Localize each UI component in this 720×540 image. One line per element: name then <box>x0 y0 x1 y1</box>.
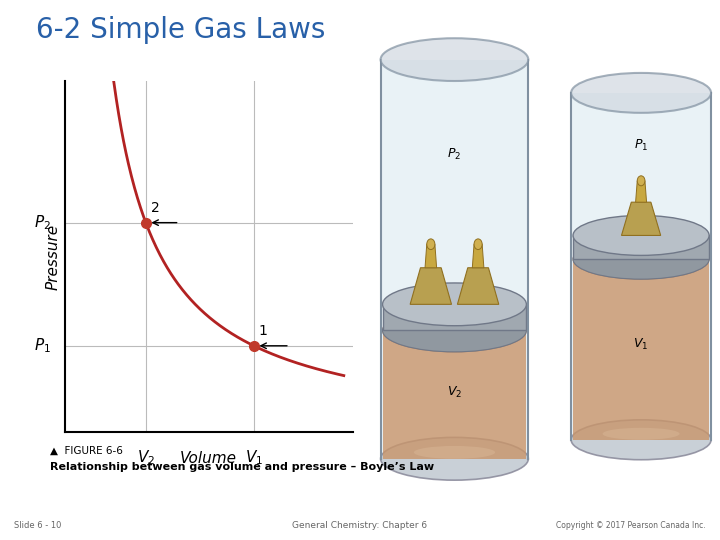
Polygon shape <box>621 202 661 235</box>
Polygon shape <box>382 305 526 330</box>
Text: $P_1$: $P_1$ <box>34 336 50 355</box>
Text: $P_2$: $P_2$ <box>34 213 50 232</box>
Ellipse shape <box>637 176 645 186</box>
Text: $P_1$: $P_1$ <box>634 138 648 153</box>
Ellipse shape <box>573 239 709 279</box>
Y-axis label: Pressure: Pressure <box>45 224 60 289</box>
Polygon shape <box>573 235 709 259</box>
Polygon shape <box>571 93 711 440</box>
Polygon shape <box>382 330 526 459</box>
Polygon shape <box>410 268 451 305</box>
Text: Slide 6 - 10: Slide 6 - 10 <box>14 521 62 530</box>
Ellipse shape <box>603 428 680 440</box>
Ellipse shape <box>381 38 528 81</box>
Ellipse shape <box>427 239 435 249</box>
Text: ▲  FIGURE 6-6: ▲ FIGURE 6-6 <box>50 446 123 456</box>
Text: $V_2$: $V_2$ <box>447 384 462 400</box>
Ellipse shape <box>382 283 526 326</box>
Text: $P_2$: $P_2$ <box>447 147 462 162</box>
Ellipse shape <box>414 446 495 459</box>
Text: $V_1$: $V_1$ <box>245 449 263 467</box>
X-axis label: Volume: Volume <box>180 451 238 467</box>
Ellipse shape <box>474 239 482 249</box>
Text: Copyright © 2017 Pearson Canada Inc.: Copyright © 2017 Pearson Canada Inc. <box>556 521 706 530</box>
Polygon shape <box>472 244 484 268</box>
Ellipse shape <box>573 239 709 279</box>
Text: 2: 2 <box>151 200 160 214</box>
Ellipse shape <box>381 437 528 480</box>
Ellipse shape <box>382 309 526 352</box>
Text: $V_1$: $V_1$ <box>634 337 649 352</box>
Text: Relationship between gas volume and pressure – Boyle’s Law: Relationship between gas volume and pres… <box>50 462 435 472</box>
Polygon shape <box>425 244 436 268</box>
Text: 1: 1 <box>258 323 267 338</box>
Text: 6-2 Simple Gas Laws: 6-2 Simple Gas Laws <box>36 16 325 44</box>
Ellipse shape <box>382 309 526 352</box>
Polygon shape <box>457 268 499 305</box>
Polygon shape <box>381 59 528 459</box>
Ellipse shape <box>573 215 709 255</box>
Ellipse shape <box>571 420 711 460</box>
Text: $V_2$: $V_2$ <box>137 449 155 467</box>
Polygon shape <box>636 181 647 202</box>
Text: General Chemistry: Chapter 6: General Chemistry: Chapter 6 <box>292 521 428 530</box>
Ellipse shape <box>571 73 711 113</box>
Polygon shape <box>573 259 709 440</box>
